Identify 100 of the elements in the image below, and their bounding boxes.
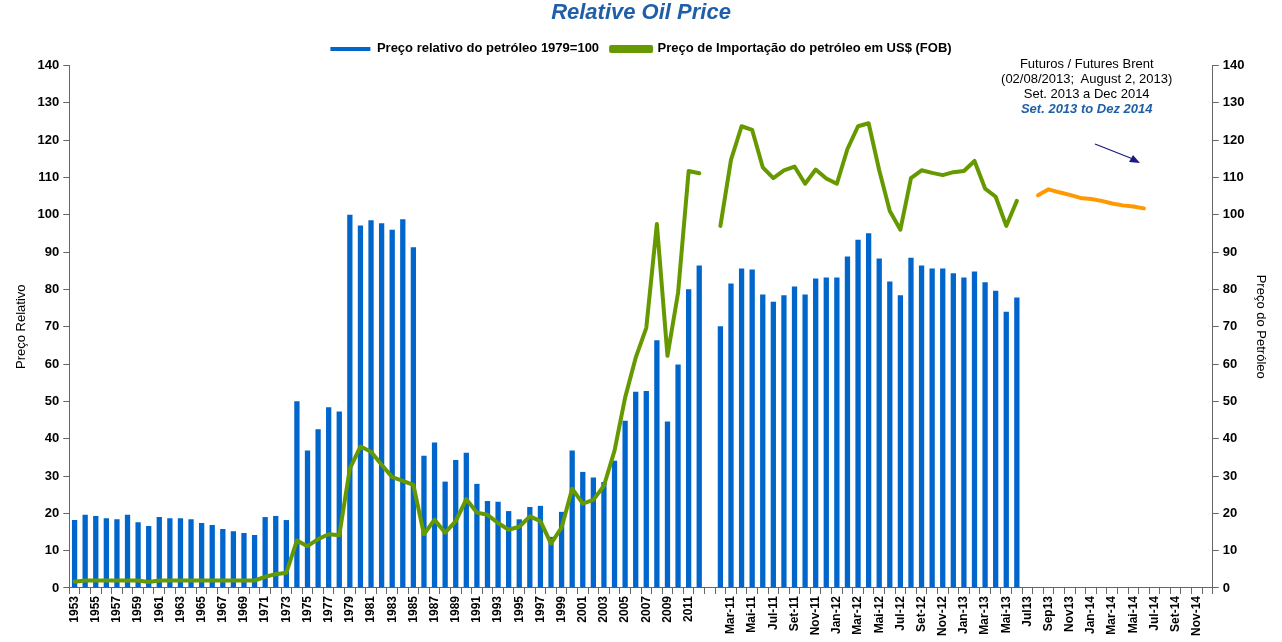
x-tick-label: 1993 [490,595,505,623]
bar [421,455,427,588]
bar [654,340,660,588]
y2-tick-label: 110 [1222,168,1244,184]
bar [378,223,385,588]
x-tick-label: 2001 [575,595,590,623]
bar [770,301,776,588]
bar [760,294,766,588]
y2-tick-label: 50 [1222,392,1238,408]
y-tick-label: 40 [44,430,60,446]
bar [664,421,671,588]
x-tick-label: 1999 [553,595,568,623]
bar [400,219,406,588]
x-tick-label: 1971 [257,595,272,623]
bar [855,239,861,588]
y2-tick-label: 120 [1222,131,1245,147]
bar [368,220,374,588]
y-tick-label: 90 [44,243,60,259]
bar [876,258,882,588]
bar [738,268,745,588]
x-tick-label: Nov13 [1062,595,1077,633]
bar [1014,297,1020,588]
x-tick-label: Mar-11 [723,595,738,635]
bar [315,429,321,588]
y2-tick-label: 90 [1222,243,1238,259]
x-tick-label: Mai-12 [871,595,886,634]
bar [611,460,618,588]
bar [633,391,639,588]
x-tick-label: Nov-11 [808,595,822,636]
x-tick-label: Set-12 [913,595,928,633]
bar [961,277,967,588]
bar [749,269,755,588]
y-tick-label: 140 [37,56,60,72]
bar [940,268,946,588]
bar [474,483,480,588]
x-tick-label: Jul13 [1019,595,1034,627]
y-tick-label: 60 [44,355,60,371]
x-tick-label: Nov-12 [935,595,950,636]
bar [844,256,851,588]
annotation: Set. 2013 a Dec 2014 [1023,86,1150,102]
x-tick-label: Sep13 [1040,595,1055,632]
x-tick-label: 1977 [320,595,335,623]
bar [135,522,141,588]
bar [834,277,840,588]
y2-tick-label: 10 [1222,542,1238,558]
bar [813,278,819,588]
legend-label: Preço relativo do petróleo 1979=100 [376,40,600,56]
x-tick-label: Jul-11 [765,595,780,631]
chart-title: Relative Oil Price [551,0,731,25]
bar [865,233,872,588]
bar [114,519,120,588]
bar [918,265,925,588]
bar [294,401,300,588]
x-tick-label: 1973 [278,595,293,623]
x-tick-label: 2009 [659,595,674,623]
bar [781,295,787,588]
x-tick-label: Mai-11 [744,595,759,633]
bar [410,247,417,588]
x-tick-label: Nov-14 [1189,595,1204,636]
x-tick-label: Jan-14 [1083,595,1098,635]
annotation: Futuros / Futures Brent [1019,56,1154,72]
bar [241,533,247,588]
x-tick-label: 2007 [638,595,653,623]
x-tick-label: Mai-14 [1125,595,1140,634]
bar [495,501,501,588]
x-tick-label: 1985 [405,595,420,623]
bar [686,289,692,588]
y-tick-label: 120 [37,131,60,147]
y2-tick-label: 100 [1222,206,1245,222]
x-tick-label: 1991 [469,595,484,623]
bar [908,257,914,588]
x-tick-label: 1975 [299,595,314,623]
x-tick-label: 1981 [363,595,378,623]
legend-label: Preço de Importação do petróleo em US$ (FOB) [657,40,952,56]
y-tick-label: 20 [44,504,60,520]
bar [601,481,607,588]
x-tick-label: 1963 [172,595,187,623]
y-tick-label: 110 [38,168,60,184]
x-tick-label: 2003 [596,595,611,623]
x-tick-label: 2011 [680,595,695,623]
y2-tick-label: 30 [1222,467,1238,483]
bar [802,294,808,588]
bar [590,477,596,588]
bar [304,450,311,588]
bar [982,282,988,588]
bar [643,390,649,588]
x-tick-label: Jan-13 [956,595,971,635]
y2-tick-label: 20 [1222,504,1238,520]
y2-tick-label: 60 [1222,355,1238,371]
x-tick-label: 1995 [511,595,526,623]
x-tick-label: 1997 [532,595,547,623]
bar [929,268,935,588]
y2-tick-label: 130 [1222,94,1245,110]
x-tick-label: 1959 [130,595,145,623]
x-tick-label: 1953 [66,595,81,623]
bar [347,214,353,588]
y-tick-label: 70 [44,318,60,334]
x-tick-label: 1983 [384,595,399,623]
y2-tick-label: 140 [1222,56,1245,72]
bar [167,518,173,588]
